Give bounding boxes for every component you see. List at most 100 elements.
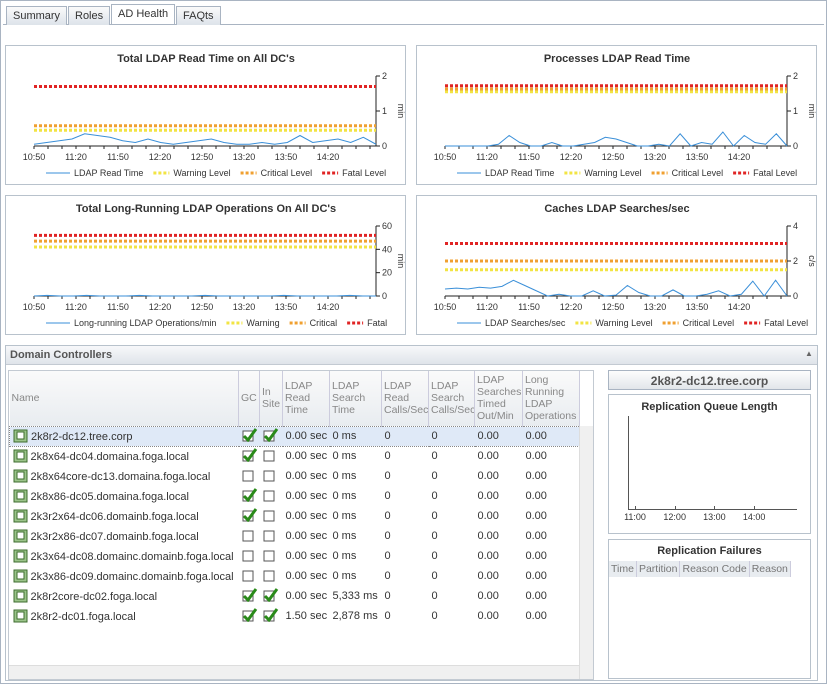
gc-cell [239,466,260,486]
x-tick [675,506,676,510]
metric-cell: 0.00 [475,506,523,526]
dc-row[interactable]: 2k8r2-dc01.foga.local1.50 sec2,878 ms000… [10,606,580,626]
tab[interactable]: FAQts [176,6,221,25]
unchecked-box[interactable] [242,468,258,482]
dc-row[interactable]: 2k8r2-dc12.tree.corp0.00 sec0 ms000.000.… [10,426,580,446]
name-cell: 2k8x86-dc05.domaina.foga.local [10,486,239,506]
unchecked-box[interactable] [263,548,279,562]
x-tick-label: 13:50 [275,302,298,312]
metric-cell: 0 ms [330,566,382,586]
dc-row[interactable]: 2k3x86-dc09.domainc.domainb.foga.local0.… [10,566,580,586]
in-site-cell [260,506,283,526]
dc-name: 2k3r2x86-dc07.domainb.foga.local [31,531,199,543]
server-icon [13,609,29,623]
server-icon [13,549,29,563]
x-tick-label: 12:50 [191,152,214,162]
metric-cell: 0.00 sec [283,426,330,446]
x-tick-label: 12:50 [602,302,625,312]
chart-panel: Processes LDAP Read Time012min10:5011:20… [416,45,817,185]
checked-box[interactable] [242,608,258,622]
checked-box[interactable] [242,448,258,462]
dc-row[interactable]: 2k8x64core-dc13.domaina.foga.local0.00 s… [10,466,580,486]
tab[interactable]: Roles [68,6,110,25]
server-button[interactable]: 2k8r2-dc12.tree.corp [608,370,811,390]
unchecked-box[interactable] [242,568,258,582]
x-tick-label: 13:20 [233,302,256,312]
metric-cell: 0.00 [523,526,580,546]
metric-cell: 0 ms [330,546,382,566]
y-axis-label: c/s [807,255,817,267]
metric-cell: 0 [429,546,475,566]
unchecked-box[interactable] [242,528,258,542]
metric-cell: 0.00 [475,586,523,606]
x-tick-label: 11:50 [518,302,540,312]
in-site-cell [260,426,283,446]
in-site-cell [260,586,283,606]
checked-box[interactable] [242,488,258,502]
checked-box[interactable] [242,588,258,602]
x-tick-label: 14:00 [741,512,767,522]
tab-active[interactable]: AD Health [111,4,175,24]
tab[interactable]: Summary [6,6,67,25]
chart-title: Total LDAP Read Time on All DC's [117,53,295,65]
unchecked-box[interactable] [263,488,279,502]
legend-label: Critical Level [683,318,735,328]
metric-cell: 0.00 [523,586,580,606]
checked-box[interactable] [242,508,258,522]
y-axis-label: min [396,254,406,269]
metric-cell: 0 ms [330,506,382,526]
unchecked-box[interactable] [263,448,279,462]
gc-cell [239,526,260,546]
dc-row[interactable]: 2k8r2core-dc02.foga.local0.00 sec5,333 m… [10,586,580,606]
column-header: Reason [750,561,791,577]
h-scrollbar[interactable] [9,665,579,680]
checked-box[interactable] [242,428,258,442]
unchecked-box[interactable] [263,508,279,522]
y-axis-label: min [396,104,406,119]
y-tick-label: 2 [382,71,387,81]
x-tick-label: 12:20 [149,302,172,312]
metric-cell: 0 [429,466,475,486]
metric-cell: 0 [429,606,475,626]
checked-box[interactable] [263,588,279,602]
x-tick [754,506,755,510]
in-site-cell [260,566,283,586]
unchecked-box[interactable] [263,568,279,582]
legend-label: Warning [246,318,279,328]
unchecked-box[interactable] [263,528,279,542]
legend-label: LDAP Read Time [485,168,554,178]
metric-cell: 0 [382,606,429,626]
gc-cell [239,606,260,626]
server-icon [13,489,29,503]
name-cell: 2k8r2-dc01.foga.local [10,606,239,626]
unchecked-box[interactable] [263,468,279,482]
legend-label: Critical Level [261,168,313,178]
metric-cell: 0 [382,526,429,546]
collapse[interactable]: ▲ [805,349,813,358]
scrollbar[interactable] [579,426,594,680]
dc-row[interactable]: 2k8x64-dc04.domaina.foga.local0.00 sec0 … [10,446,580,466]
unchecked-box[interactable] [242,548,258,562]
name-cell: 2k3r2x86-dc07.domainb.foga.local [10,526,239,546]
panel-header: Domain Controllers [6,346,817,365]
column-header: In Site [260,371,283,426]
legend-label: Warning Level [173,168,230,178]
y-tick-label: 60 [382,221,392,231]
metric-cell: 0.00 [475,426,523,446]
name-cell: 2k8x64core-dc13.domaina.foga.local [10,466,239,486]
legend-label: Warning Level [595,318,652,328]
x-tick-label: 13:20 [644,302,667,312]
metric-cell: 0 [382,586,429,606]
in-site-cell [260,606,283,626]
metric-cell: 0 ms [330,426,382,446]
dc-row[interactable]: 2k3r2x64-dc06.domainb.foga.local0.00 sec… [10,506,580,526]
dc-row[interactable]: 2k3x64-dc08.domainc.domainb.foga.local0.… [10,546,580,566]
tab-line [3,24,824,25]
gc-cell [239,426,260,446]
checked-box[interactable] [263,428,279,442]
dc-row[interactable]: 2k3r2x86-dc07.domainb.foga.local0.00 sec… [10,526,580,546]
dc-row[interactable]: 2k8x86-dc05.domaina.foga.local0.00 sec0 … [10,486,580,506]
x-tick-label: 13:20 [644,152,667,162]
checked-box[interactable] [263,608,279,622]
